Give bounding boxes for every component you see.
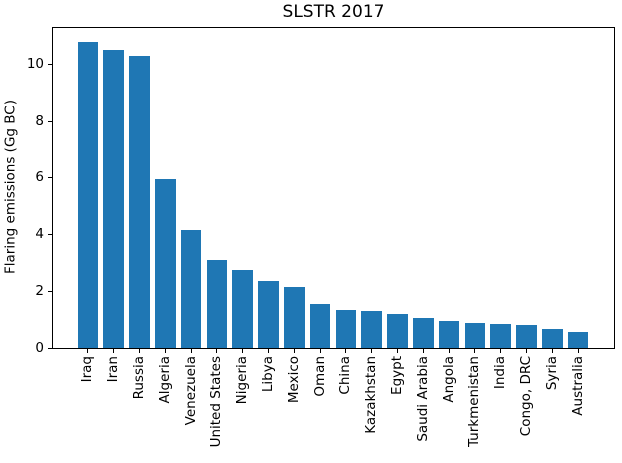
x-tick-saudi-arabia [422,349,424,353]
bar-libya [258,281,279,348]
y-tick-6 [48,177,52,179]
x-tick-libya [268,349,269,353]
x-tick-oman [319,349,321,353]
x-tick-venezuela [190,349,192,353]
y-tick-label-6: 6 [35,169,44,186]
y-tick-label-2: 2 [35,282,44,299]
x-tick-label-india: India [492,356,509,390]
x-tick-china [345,349,347,353]
x-tick-label-saudi-arabia: Saudi Arabia [414,356,431,442]
bar-china [335,309,357,348]
bar-algeria [155,179,176,348]
x-tick-label-russia: Russia [131,356,147,400]
bar-nigeria [232,270,253,348]
y-tick-10 [48,63,52,65]
y-tick-label-4: 4 [35,226,44,243]
y-tick-8 [48,120,52,122]
x-tick-australia [577,349,579,353]
x-tick-turkmenistan [474,349,476,353]
x-tick-label-turkmenistan: Turkmenistan [466,356,483,448]
x-tick-kazakhstan [371,349,373,353]
x-tick-label-united-states: United States [208,356,225,448]
x-tick-label-libya: Libya [260,356,276,393]
x-tick-label-algeria: Algeria [156,356,173,404]
x-tick-label-kazakhstan: Kazakhstan [363,356,380,434]
bar-congo-drc [516,325,537,348]
chart-title: SLSTR 2017 [282,2,385,22]
bar-iran [103,50,124,348]
bar-india [490,323,511,348]
x-tick-syria [551,349,553,353]
x-tick-label-syria: Syria [543,356,560,391]
bar-saudi-arabia [413,318,434,348]
x-tick-label-australia: Australia [569,356,586,416]
x-tick-label-congo-drc: Congo, DRC [518,356,534,437]
x-tick-iraq [87,349,89,353]
x-tick-label-oman: Oman [311,356,328,397]
bar-iraq [77,41,99,348]
x-tick-label-mexico: Mexico [285,356,302,404]
x-tick-label-china: China [337,356,354,395]
x-tick-label-angola: Angola [440,356,457,403]
bar-angola [438,321,460,348]
x-tick-egypt [397,349,398,353]
bar-venezuela [180,230,202,348]
bar-kazakhstan [361,311,382,348]
y-tick-label-8: 8 [35,112,44,129]
y-tick-label-0: 0 [35,339,44,356]
bar-australia [567,332,589,348]
x-tick-algeria [164,349,166,353]
x-tick-iran [113,349,115,353]
bar-russia [129,55,150,348]
x-tick-label-iraq: Iraq [79,356,96,383]
bar-mexico [284,287,305,348]
y-tick-label-10: 10 [26,55,44,72]
x-tick-label-egypt: Egypt [389,356,405,395]
x-tick-united-states [216,349,218,353]
bar-oman [309,304,331,348]
bar-egypt [387,314,408,348]
x-tick-label-venezuela: Venezuela [182,356,199,426]
x-tick-mexico [293,349,295,353]
x-tick-label-iran: Iran [105,356,122,383]
x-tick-label-nigeria: Nigeria [234,356,251,405]
x-tick-russia [139,349,140,353]
bar-syria [542,329,563,348]
bar-turkmenistan [464,323,486,348]
y-tick-4 [48,234,52,236]
bar-united-states [206,260,228,348]
y-tick-0 [48,347,52,349]
x-tick-nigeria [242,349,244,353]
plot-area [52,27,614,348]
x-tick-angola [448,349,450,353]
y-tick-2 [48,290,52,292]
x-tick-india [500,349,502,353]
x-tick-congo-drc [526,349,527,353]
